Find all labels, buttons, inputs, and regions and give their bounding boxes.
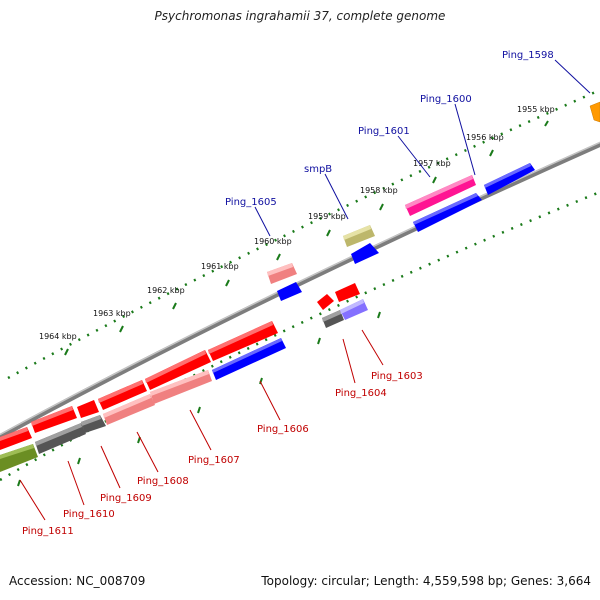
- topology-text: Topology: circular; Length: 4,559,598 bp…: [261, 574, 591, 588]
- label-ping-1606[interactable]: Ping_1606: [257, 424, 309, 435]
- gene-red-block-1[interactable]: [208, 321, 278, 361]
- gene-blue-5[interactable]: [212, 338, 286, 380]
- scale-label-1962: 1962 kbp: [147, 286, 185, 295]
- major-ticks: [17, 120, 549, 487]
- reverse-features: [0, 370, 212, 472]
- scale-label-1960: 1960 kbp: [254, 237, 292, 246]
- scale-label-1958: 1958 kbp: [360, 186, 398, 195]
- genome-title: Psychromonas ingrahamii 37, complete gen…: [154, 9, 446, 23]
- label-ping-1611[interactable]: Ping_1611: [22, 526, 74, 537]
- forward-features: [0, 101, 600, 450]
- gene-ping-1609[interactable]: [81, 415, 106, 433]
- gene-red-small-2[interactable]: [335, 283, 360, 302]
- gene-ping-1610[interactable]: [35, 423, 86, 454]
- outer-scale-ticks: [7, 88, 600, 380]
- scale-label-1957: 1957 kbp: [413, 159, 451, 168]
- label-ping-1608[interactable]: Ping_1608: [137, 476, 189, 487]
- label-ping-1604[interactable]: Ping_1604: [335, 388, 387, 399]
- scale-label-1959: 1959 kbp: [308, 212, 346, 221]
- scale-label-1961: 1961 kbp: [201, 262, 239, 271]
- scale-label-1964: 1964 kbp: [39, 332, 77, 341]
- label-ping-1609[interactable]: Ping_1609: [100, 493, 152, 504]
- label-ping-1598[interactable]: Ping_1598: [502, 50, 554, 61]
- gene-ping-1611[interactable]: [0, 444, 38, 472]
- genome-backbone: [0, 141, 600, 440]
- label-ping-1603[interactable]: Ping_1603: [371, 371, 423, 382]
- lower-leader-lines: [19, 329, 384, 521]
- gene-blue-4[interactable]: [277, 282, 302, 301]
- inner-scale-ticks: [0, 190, 600, 482]
- gene-red-block-6[interactable]: [0, 427, 32, 450]
- scale-label-1955: 1955 kbp: [517, 105, 555, 114]
- gene-red-block-4[interactable]: [77, 400, 99, 418]
- gene-red-small-1[interactable]: [317, 294, 334, 310]
- gene-ping-1598[interactable]: [589, 101, 600, 123]
- gene-blue-3[interactable]: [351, 243, 379, 264]
- scale-label-1956: 1956 kbp: [466, 133, 504, 142]
- gene-red-block-2[interactable]: [145, 350, 211, 390]
- scale-label-1963: 1963 kbp: [93, 309, 131, 318]
- accession-text: Accession: NC_008709: [9, 574, 146, 588]
- gene-blue-1[interactable]: [484, 163, 535, 195]
- label-ping-1601[interactable]: Ping_1601: [358, 126, 410, 137]
- label-ping-1607[interactable]: Ping_1607: [188, 455, 240, 466]
- label-smpb[interactable]: smpB: [304, 164, 332, 175]
- label-ping-1600[interactable]: Ping_1600: [420, 94, 472, 105]
- label-ping-1605[interactable]: Ping_1605: [225, 197, 277, 208]
- upper-leader-lines: [254, 59, 591, 237]
- gene-blue-2[interactable]: [413, 193, 482, 232]
- label-ping-1610[interactable]: Ping_1610: [63, 509, 115, 520]
